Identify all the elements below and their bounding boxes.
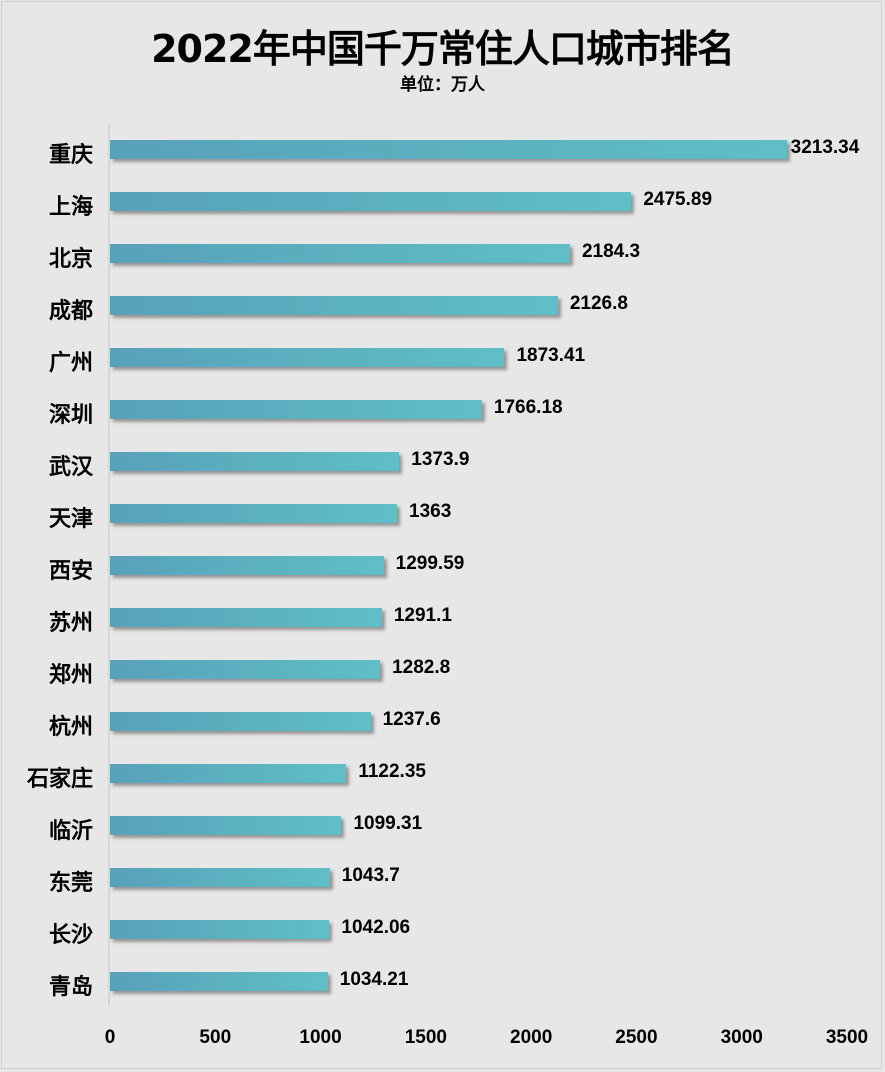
category-label: 北京 — [48, 247, 93, 272]
value-label: 2475.89 — [643, 189, 713, 210]
category-label: 深圳 — [48, 403, 93, 428]
bar-row: 郑州 1282.8 — [0, 645, 885, 697]
value-label: 2126.8 — [569, 293, 628, 314]
value-label: 3213.34 — [790, 137, 860, 158]
chart-title: 2022年中国千万常住人口城市排名 — [151, 27, 735, 71]
bar-row: 长沙 1042.06 — [0, 905, 885, 957]
bar-row: 东莞 1043.7 — [0, 853, 885, 905]
category-label: 临沂 — [48, 819, 93, 844]
bar — [110, 556, 384, 575]
value-label: 1299.59 — [395, 553, 465, 574]
x-tick-label: 1500 — [404, 1027, 447, 1048]
x-tick-label: 2000 — [510, 1027, 553, 1048]
bar-row: 上海 2475.89 — [0, 177, 885, 229]
bar — [110, 608, 382, 627]
category-label: 东莞 — [48, 871, 93, 896]
bar — [110, 660, 381, 679]
bar-row: 苏州 1291.1 — [0, 593, 885, 645]
category-label: 广州 — [48, 351, 93, 376]
x-tick-label: 3500 — [825, 1027, 869, 1048]
bar-row: 杭州 1237.6 — [0, 697, 885, 749]
x-tick-label: 2500 — [615, 1027, 658, 1048]
bar — [110, 868, 330, 887]
value-label: 1043.7 — [341, 865, 400, 886]
category-label: 青岛 — [48, 975, 93, 1000]
bar-row: 西安 1299.59 — [0, 541, 885, 593]
value-label: 2184.3 — [581, 241, 641, 262]
bar-row: 临沂 1099.31 — [0, 801, 885, 853]
value-label: 1042.06 — [341, 917, 411, 938]
category-label: 天津 — [48, 507, 93, 532]
category-label: 西安 — [48, 559, 93, 584]
bar — [110, 296, 558, 315]
value-label: 1034.21 — [339, 969, 409, 990]
category-label: 武汉 — [48, 455, 93, 480]
bar — [110, 920, 330, 939]
value-label: 1373.9 — [411, 449, 470, 470]
value-label: 1282.8 — [392, 657, 451, 678]
value-label: 1873.41 — [516, 345, 586, 366]
category-label: 苏州 — [48, 611, 93, 636]
value-label: 1291.1 — [393, 605, 452, 626]
bar — [110, 816, 342, 835]
bar-row: 青岛 1034.21 — [0, 957, 885, 1009]
category-label: 成都 — [48, 299, 93, 324]
value-label: 1766.18 — [493, 397, 563, 418]
category-label: 石家庄 — [26, 767, 93, 792]
x-tick-label: 500 — [199, 1027, 232, 1048]
value-label: 1237.6 — [382, 709, 441, 730]
bar — [110, 972, 328, 991]
value-label: 1122.35 — [358, 761, 426, 782]
bar-row: 石家庄 1122.35 — [0, 749, 885, 801]
bar-row: 北京 2184.3 — [0, 229, 885, 281]
bar-row: 广州 1873.41 — [0, 333, 885, 385]
bar-row: 重庆 3213.34 — [0, 125, 885, 177]
bar — [110, 348, 505, 367]
category-label: 杭州 — [48, 715, 93, 740]
bar — [110, 712, 371, 731]
x-tick-label: 3000 — [720, 1027, 763, 1048]
bar-row: 天津 1363 — [0, 489, 885, 541]
category-label: 长沙 — [48, 923, 93, 948]
bar — [110, 504, 397, 523]
bar — [110, 140, 787, 159]
category-label: 上海 — [48, 195, 93, 220]
y-axis-line — [108, 124, 110, 1006]
bar — [110, 452, 400, 471]
bar — [110, 192, 632, 211]
chart-subtitle: 单位：万人 — [400, 75, 485, 95]
value-label: 1363 — [409, 501, 452, 522]
bar — [110, 764, 347, 783]
bar-row: 深圳 1766.18 — [0, 385, 885, 437]
category-label: 郑州 — [48, 663, 93, 688]
value-label: 1099.31 — [353, 813, 423, 834]
bar-row: 成都 2126.8 — [0, 281, 885, 333]
bar — [110, 400, 482, 419]
bar-row: 武汉 1373.9 — [0, 437, 885, 489]
x-tick-label: 0 — [104, 1027, 116, 1048]
x-tick-label: 1000 — [299, 1027, 342, 1048]
bar — [110, 244, 570, 263]
category-label: 重庆 — [48, 143, 93, 168]
